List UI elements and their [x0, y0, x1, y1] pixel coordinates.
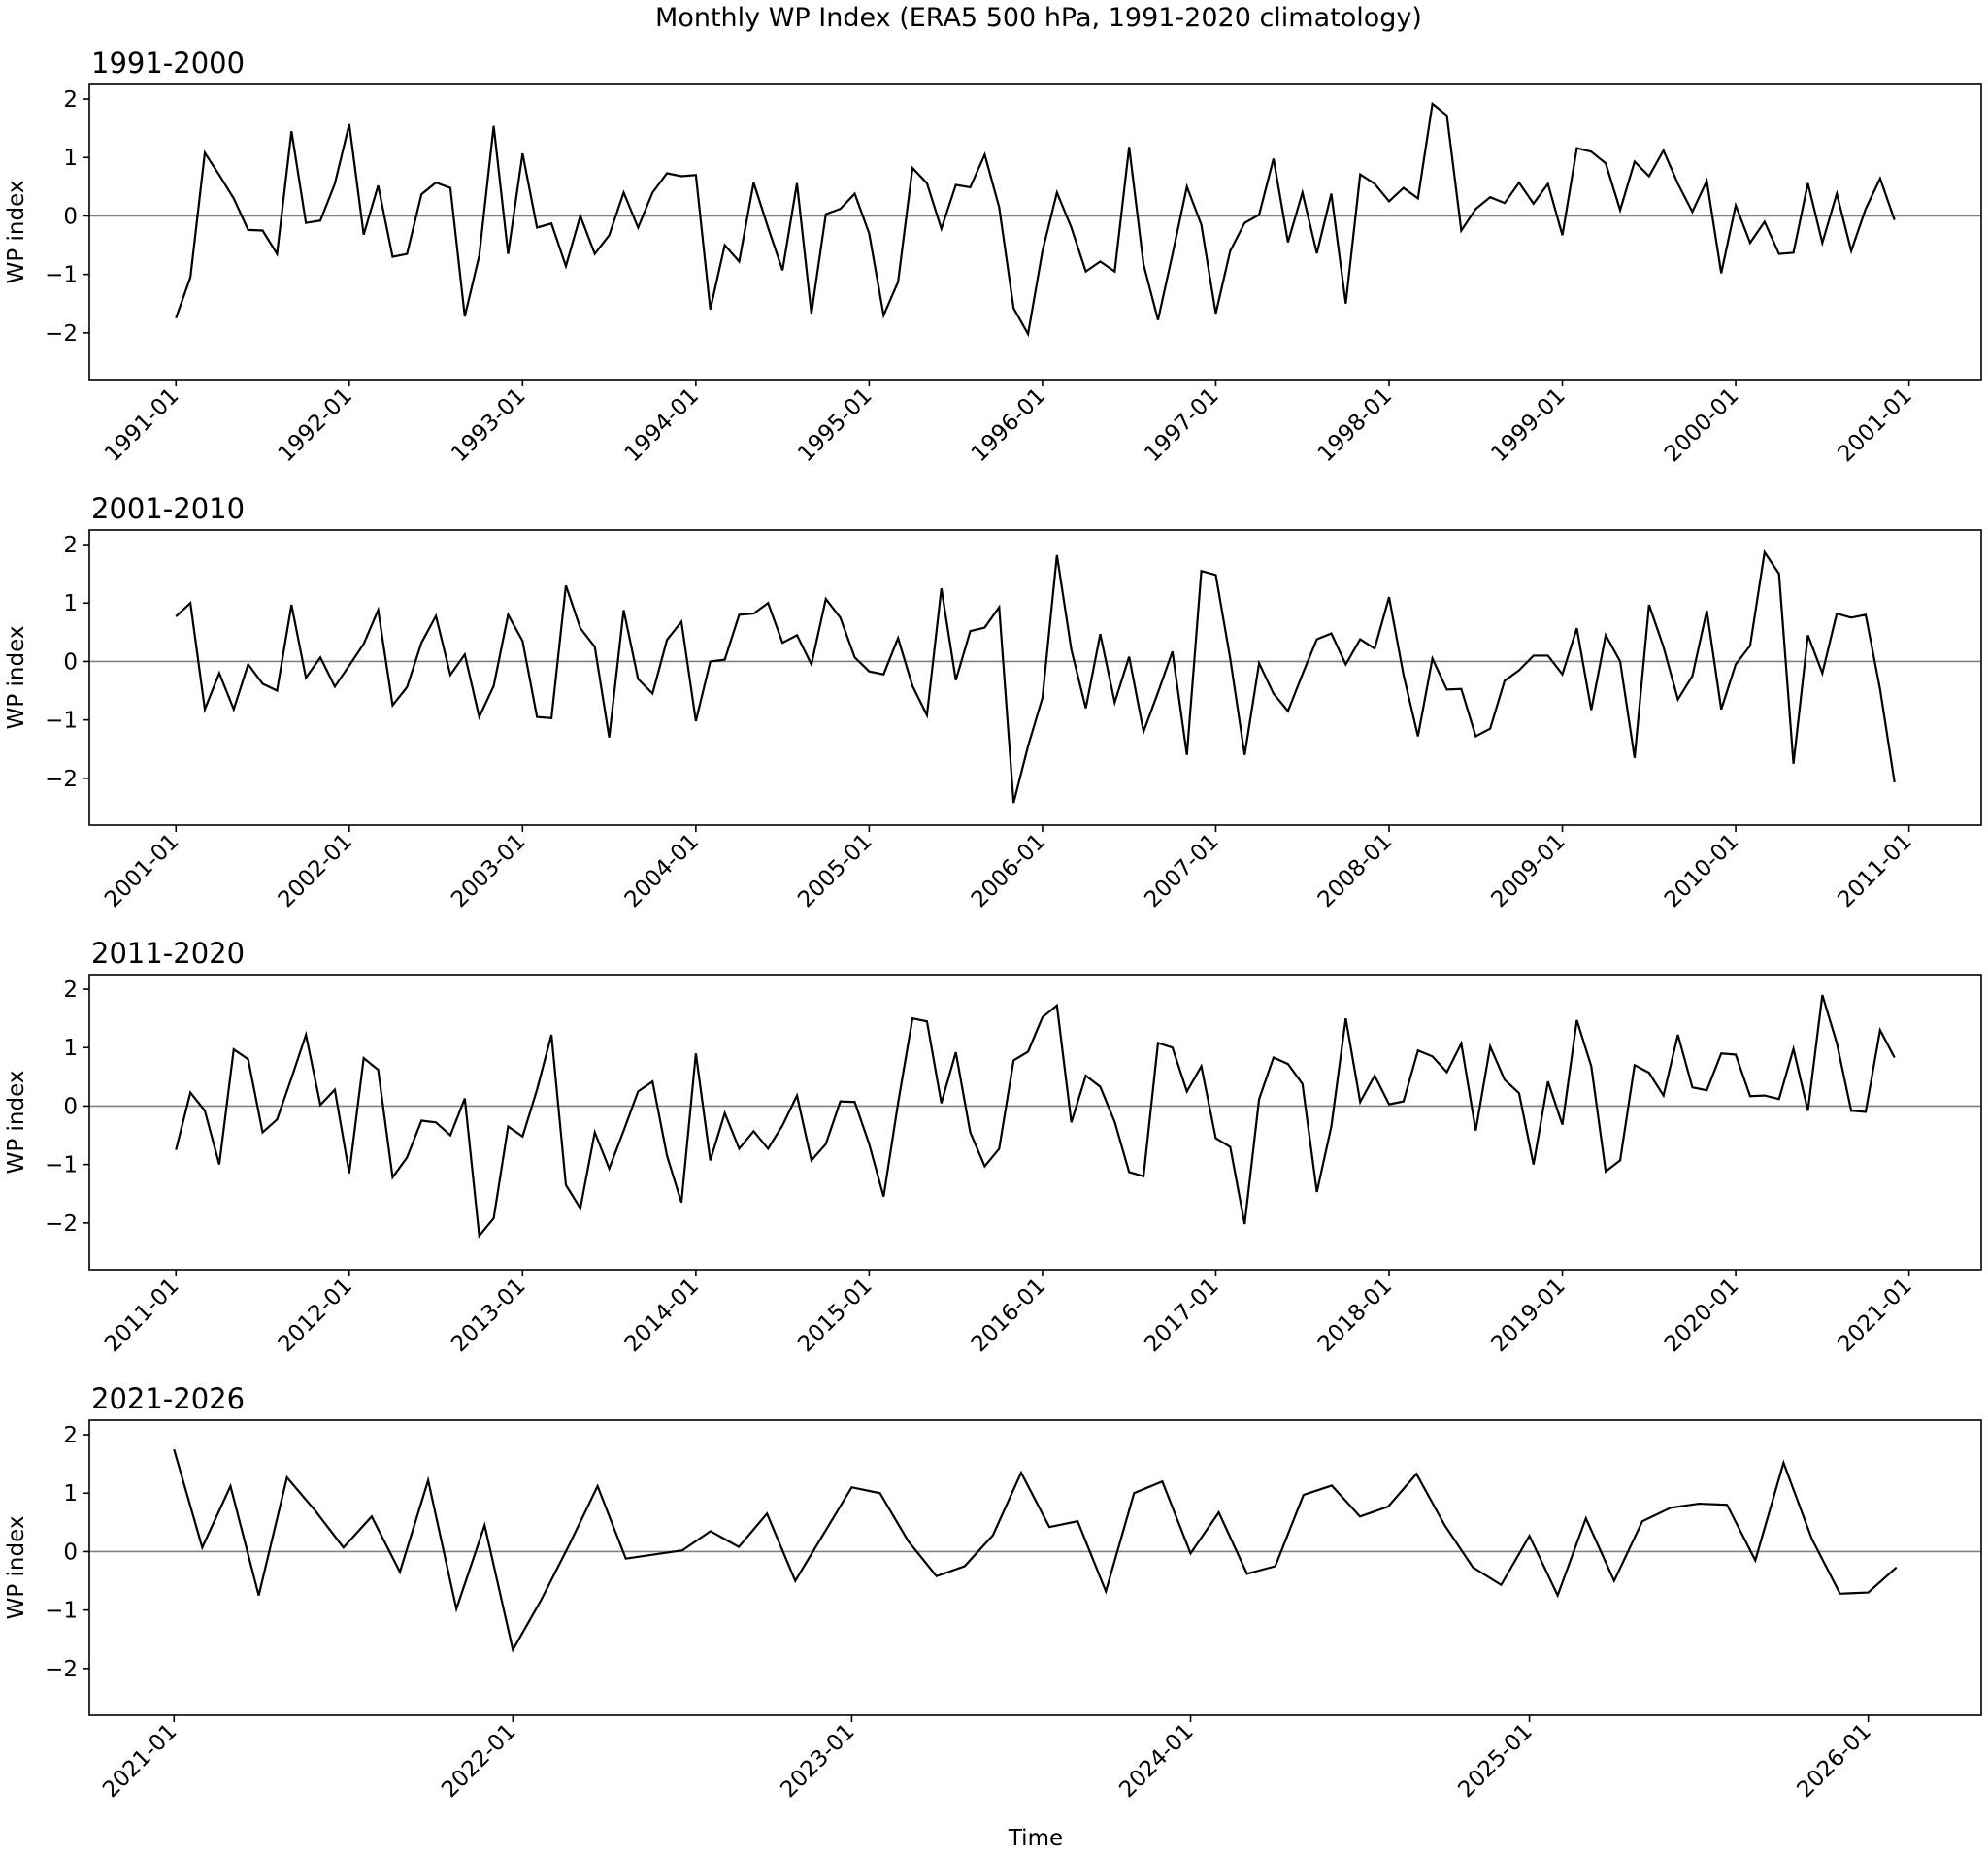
x-tick-label: 2003-01 [447, 829, 530, 912]
chart-panel-1: 1991-2000 2 1 0 −1 −2 1991-01 1992-01 1993-01 199… [4, 47, 1982, 467]
x-tick-label: 1993-01 [447, 383, 530, 467]
x-tick-label: 1991-01 [100, 383, 183, 467]
y-axis-label: WP index [4, 181, 29, 284]
x-tick-label: 1996-01 [967, 383, 1050, 467]
x-tick-label: 2007-01 [1140, 829, 1223, 912]
x-tick-label: 2023-01 [776, 1719, 859, 1803]
y-tick-label: 1 [63, 1481, 78, 1507]
wp-index-line [175, 101, 1896, 338]
y-tick-label: 2 [63, 533, 78, 558]
y-tick-label: 2 [63, 87, 78, 113]
wp-index-line [173, 1448, 1898, 1653]
x-tick-label: 1997-01 [1140, 383, 1223, 467]
y-tick-label: 1 [63, 146, 78, 171]
y-tick-label: 0 [63, 204, 78, 229]
plot-frame [88, 1419, 1982, 1716]
y-axis-label: WP index [4, 1516, 29, 1620]
x-tick-label: 2017-01 [1140, 1274, 1223, 1357]
x-tick-label: 2008-01 [1313, 829, 1397, 912]
wp-index-line [175, 994, 1896, 1239]
y-tick-label: −2 [45, 321, 78, 347]
chart-panel-3: 2011-2020 2 1 0 −1 −2 2011-01 2012-01 2013-01 201… [4, 937, 1982, 1357]
panel-title: 2021-2026 [91, 1382, 245, 1415]
x-tick-label: 2016-01 [967, 1274, 1050, 1357]
x-tick-label: 1995-01 [793, 383, 877, 467]
x-tick-label: 2011-01 [100, 1274, 183, 1357]
x-tick-label: 2009-01 [1486, 829, 1570, 912]
y-tick-label: 1 [63, 1036, 78, 1061]
y-axis-label: WP index [4, 1071, 29, 1175]
y-axis-label: WP index [4, 626, 29, 730]
chart-panel-4: 2021-2026 2 1 0 −1 −2 2021-01 2022-01 2023-01 202… [4, 1382, 1982, 1803]
x-tick-label: 2025-01 [1453, 1719, 1537, 1803]
x-tick-label: 2012-01 [274, 1274, 357, 1357]
y-tick-label: −2 [45, 1657, 78, 1682]
y-tick-label: 0 [63, 1540, 78, 1565]
chart-panel-2: 2001-2010 2 1 0 −1 −2 2001-01 2002-01 2003-01 200… [4, 492, 1982, 912]
y-tick-label: 2 [63, 1423, 78, 1448]
y-tick-label: −1 [45, 709, 78, 734]
panel-title: 2001-2010 [91, 492, 245, 525]
figure-title: Monthly WP Index (ERA5 500 hPa, 1991-202… [655, 3, 1422, 33]
panel-title: 1991-2000 [91, 47, 245, 80]
x-tick-label: 2010-01 [1660, 829, 1743, 912]
y-tick-label: −1 [45, 1599, 78, 1624]
x-tick-label: 2002-01 [274, 829, 357, 912]
panel-title: 2011-2020 [91, 937, 245, 970]
x-tick-label: 2020-01 [1660, 1274, 1743, 1357]
x-tick-label: 2022-01 [437, 1719, 520, 1803]
x-tick-label: 2019-01 [1486, 1274, 1570, 1357]
x-tick-label: 2021-01 [1834, 1274, 1917, 1357]
x-tick-label: 2004-01 [620, 829, 704, 912]
x-tick-label: 2026-01 [1793, 1719, 1876, 1803]
x-tick-label: 2014-01 [620, 1274, 704, 1357]
x-tick-label: 2006-01 [967, 829, 1050, 912]
x-tick-label: 2024-01 [1114, 1719, 1198, 1803]
x-tick-label: 2011-01 [1834, 829, 1917, 912]
x-tick-label: 2005-01 [793, 829, 877, 912]
y-tick-label: 1 [63, 591, 78, 616]
plot-frame [88, 974, 1982, 1271]
y-tick-label: 0 [63, 1094, 78, 1119]
y-tick-label: −2 [45, 767, 78, 792]
y-tick-label: −1 [45, 263, 78, 288]
wp-index-line [175, 548, 1896, 804]
x-tick-label: 1992-01 [274, 383, 357, 467]
x-tick-label: 2013-01 [447, 1274, 530, 1357]
x-tick-label: 2000-01 [1660, 383, 1743, 467]
plot-frame [88, 83, 1982, 381]
x-tick-label: 1999-01 [1486, 383, 1570, 467]
y-tick-label: 2 [63, 977, 78, 1003]
x-tick-label: 2015-01 [793, 1274, 877, 1357]
y-tick-label: −1 [45, 1153, 78, 1178]
y-tick-label: −2 [45, 1211, 78, 1237]
plot-frame [88, 529, 1982, 826]
x-tick-label: 2021-01 [98, 1719, 182, 1803]
x-tick-label: 2001-01 [1834, 383, 1917, 467]
x-tick-label: 1998-01 [1313, 383, 1397, 467]
x-axis-label: Time [1008, 1826, 1063, 1851]
x-tick-label: 2001-01 [100, 829, 183, 912]
x-tick-label: 1994-01 [620, 383, 704, 467]
panels: 1991-2000 2 1 0 −1 −2 1991-01 1992-01 1993-01 199… [4, 47, 1982, 1803]
y-tick-label: 0 [63, 649, 78, 675]
x-tick-label: 2018-01 [1313, 1274, 1397, 1357]
